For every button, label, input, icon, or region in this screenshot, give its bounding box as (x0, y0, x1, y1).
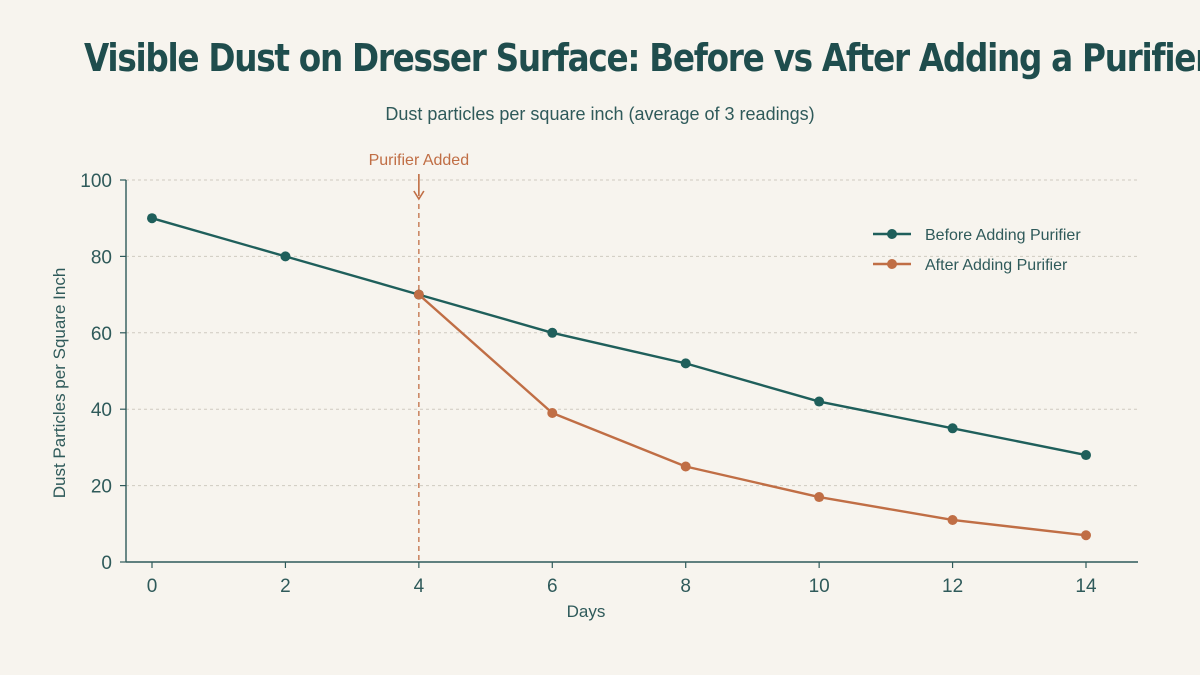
x-tick-label: 12 (942, 576, 963, 597)
x-tick-label: 6 (547, 576, 558, 597)
data-point-after (947, 514, 958, 525)
annotation-arrow-head (413, 190, 425, 201)
y-tick-label: 80 (91, 247, 112, 268)
series-line-before (151, 217, 1087, 457)
legend-swatch-marker (887, 229, 897, 239)
data-point-before (147, 213, 157, 224)
x-tick-label: 14 (1075, 576, 1097, 597)
data-point-after (413, 289, 424, 300)
y-tick-label: 20 (91, 477, 112, 498)
data-point-before (680, 358, 691, 369)
legend: Before Adding Purifier After Adding Purif… (873, 227, 1081, 274)
grid-lines (126, 179, 1138, 487)
y-tick-label: 0 (101, 553, 112, 574)
chart-subtitle: Dust particles per square inch (average … (385, 104, 815, 124)
x-tick-label: 2 (280, 576, 291, 597)
annotation-group: Purifier Added (369, 152, 470, 562)
y-tick-label: 60 (91, 324, 112, 345)
legend-label: Before Adding Purifier (925, 227, 1081, 244)
y-axis-title: Dust Particles per Square Inch (50, 268, 69, 499)
series-line-after (418, 293, 1087, 537)
data-point-before (814, 396, 825, 407)
data-point-after (1081, 530, 1091, 541)
x-axis-title: Days (567, 602, 606, 621)
data-point-after (547, 408, 558, 419)
x-tick-label: 4 (414, 576, 425, 597)
axes: 0 20 40 60 80 100 0 2 4 6 8 10 12 14 (80, 171, 1138, 597)
data-point-after (814, 492, 825, 503)
y-tick-label: 40 (91, 400, 112, 421)
annotation-label: Purifier Added (369, 152, 470, 169)
data-point-before (547, 327, 558, 338)
data-point-before (280, 251, 291, 262)
x-tick-label: 0 (147, 576, 158, 597)
data-point-before (1081, 450, 1091, 461)
legend-swatch-marker (887, 259, 897, 269)
data-point-after (680, 461, 691, 472)
y-tick-label: 100 (80, 171, 112, 192)
series-group (147, 213, 1091, 541)
chart-title: Visible Dust on Dresser Surface: Before … (84, 36, 1200, 80)
legend-label: After Adding Purifier (925, 257, 1068, 274)
x-tick-label: 10 (809, 576, 830, 597)
x-tick-label: 8 (680, 576, 691, 597)
data-point-before (947, 423, 958, 434)
